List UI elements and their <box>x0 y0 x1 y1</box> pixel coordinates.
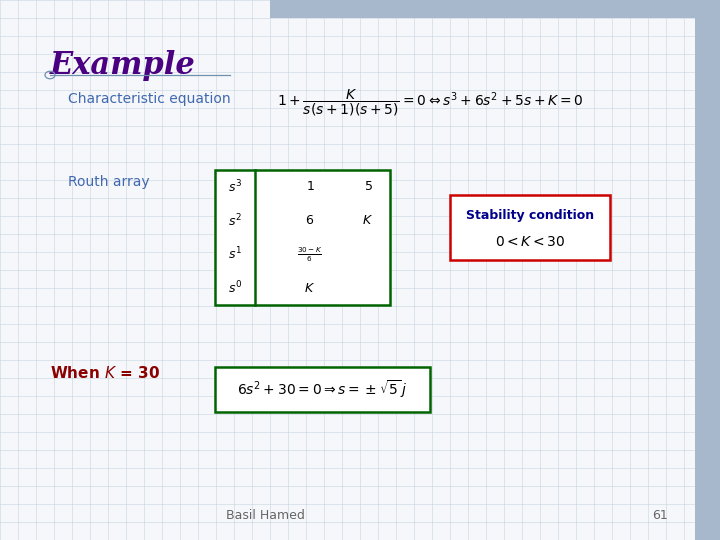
Text: $0 < K < 30$: $0 < K < 30$ <box>495 235 565 249</box>
Text: $K$: $K$ <box>305 282 315 295</box>
Text: $s^{1}$: $s^{1}$ <box>228 246 242 262</box>
Text: $K$: $K$ <box>362 214 374 227</box>
Text: $\frac{30-K}{6}$: $\frac{30-K}{6}$ <box>297 245 323 264</box>
Text: $6$: $6$ <box>305 214 315 227</box>
Text: 61: 61 <box>652 509 668 522</box>
FancyBboxPatch shape <box>215 367 430 412</box>
Text: $s^{3}$: $s^{3}$ <box>228 179 242 195</box>
Text: Characteristic equation: Characteristic equation <box>68 92 230 106</box>
Bar <box>270 0 700 18</box>
Text: Example: Example <box>50 50 196 81</box>
Bar <box>695 0 720 540</box>
Text: Basil Hamed: Basil Hamed <box>225 509 305 522</box>
Text: $s^{0}$: $s^{0}$ <box>228 280 242 296</box>
Text: $1$: $1$ <box>305 180 315 193</box>
FancyBboxPatch shape <box>450 195 610 260</box>
Text: Routh array: Routh array <box>68 175 150 189</box>
FancyBboxPatch shape <box>215 170 390 305</box>
Text: $1+\dfrac{K}{s(s+1)(s+5)}=0 \Leftrightarrow s^{3}+6s^{2}+5s+K=0$: $1+\dfrac{K}{s(s+1)(s+5)}=0 \Leftrightar… <box>276 88 583 118</box>
Text: When $\mathit{K}$ = 30: When $\mathit{K}$ = 30 <box>50 365 160 381</box>
Text: $5$: $5$ <box>364 180 372 193</box>
Text: Stability condition: Stability condition <box>466 210 594 222</box>
Text: $6s^{2}+30=0 \Rightarrow s=\pm\sqrt{5}\,j$: $6s^{2}+30=0 \Rightarrow s=\pm\sqrt{5}\,… <box>238 379 408 401</box>
Text: $s^{2}$: $s^{2}$ <box>228 212 242 229</box>
